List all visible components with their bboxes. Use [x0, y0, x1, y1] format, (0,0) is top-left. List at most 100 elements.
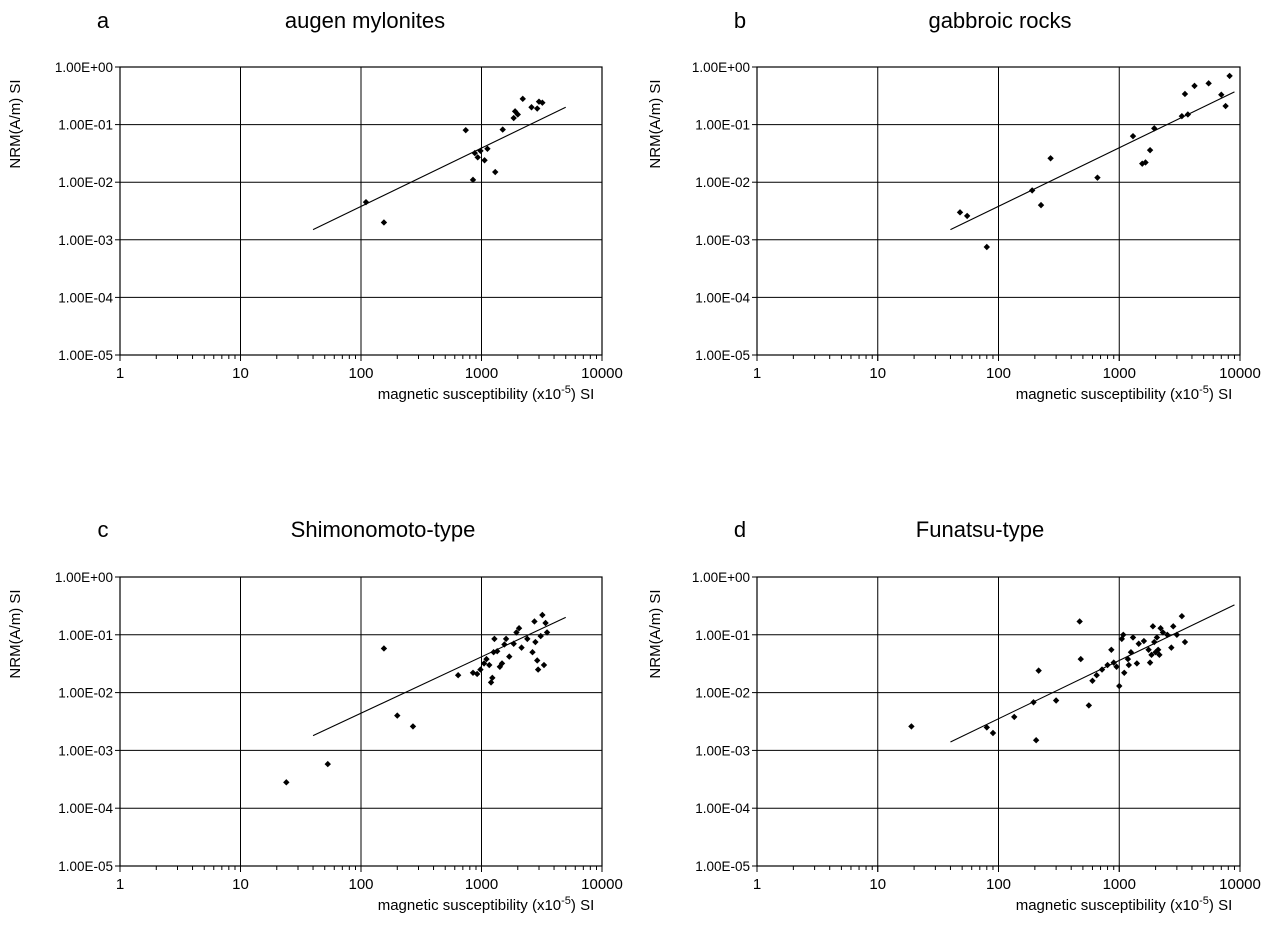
data-point [1140, 637, 1148, 645]
data-point [1191, 82, 1198, 90]
data-point [1148, 651, 1155, 659]
data-point [481, 157, 488, 164]
data-point [1156, 651, 1163, 659]
data-point [324, 760, 331, 768]
x-axis-label-suffix: ) SI [571, 897, 594, 914]
y-tick-label: 1.00E-05 [695, 348, 750, 363]
x-tick-label: 100 [986, 876, 1011, 893]
x-tick-label: 10 [869, 876, 886, 893]
data-point [1089, 677, 1096, 685]
data-point [511, 108, 519, 115]
data-point [531, 618, 538, 625]
data-point [983, 724, 990, 731]
data-point [513, 629, 520, 636]
data-points [362, 95, 546, 226]
x-tick-label: 100 [348, 876, 373, 893]
data-point [534, 657, 541, 664]
data-point [528, 104, 535, 111]
x-axis-label-exponent: -5 [561, 895, 571, 907]
data-point [1113, 663, 1120, 670]
data-point [908, 723, 915, 730]
data-point [529, 648, 536, 656]
data-point [480, 660, 488, 667]
data-point [1052, 697, 1060, 704]
data-point [963, 212, 971, 220]
panel-letter: a [97, 8, 110, 33]
data-point [1205, 80, 1212, 87]
data-point [1028, 187, 1036, 194]
chart-panel-c: c Shimonomoto-type 1 10 100 1000 10000 1.00E-05… [7, 517, 623, 914]
data-point [491, 635, 498, 643]
x-axis-label: magnetic susceptibility (x10-5) SI [378, 895, 595, 914]
data-point [1121, 669, 1128, 677]
data-points [283, 611, 551, 786]
gridlines [119, 576, 603, 867]
x-tick-label: 10 [232, 365, 249, 382]
data-point [1151, 125, 1158, 132]
gridlines [756, 66, 1241, 356]
data-point [473, 670, 481, 678]
data-point [483, 655, 490, 663]
y-tick-label: 1.00E-05 [58, 859, 113, 874]
panel-letter: b [734, 8, 746, 33]
x-axis-label-text: magnetic susceptibility (x10 [378, 386, 561, 403]
data-point [1094, 174, 1101, 181]
x-tick-label: 100 [986, 365, 1011, 382]
data-point [537, 632, 544, 640]
data-point [532, 638, 539, 646]
x-tick-label: 1000 [465, 876, 498, 893]
data-point [1129, 634, 1137, 641]
data-point [510, 640, 517, 647]
y-tick-label: 1.00E-02 [695, 686, 750, 701]
x-tick-label: 100 [348, 365, 373, 382]
data-point [1093, 672, 1100, 679]
data-point [1077, 655, 1084, 663]
data-point [1120, 631, 1127, 638]
y-tick-label: 1.00E-05 [695, 859, 750, 874]
data-point [1146, 146, 1154, 154]
chart-title: gabbroic rocks [928, 8, 1071, 33]
data-point [1129, 132, 1137, 140]
data-point [1145, 646, 1152, 654]
y-tick-label: 1.00E-04 [58, 290, 113, 305]
y-axis-label: NRM(A/m) SI [647, 589, 664, 678]
y-axis-label: NRM(A/m) SI [7, 79, 24, 168]
x-tick-label: 1 [753, 876, 761, 893]
data-point [1124, 655, 1132, 663]
y-tick-label: 1.00E-04 [695, 290, 750, 305]
data-point [1226, 72, 1233, 80]
data-point [380, 219, 388, 226]
panel-letter: c [98, 517, 109, 542]
data-point [956, 209, 964, 216]
data-point [1181, 90, 1189, 98]
data-point [534, 666, 542, 673]
data-point [394, 712, 401, 719]
x-axis-label-suffix: ) SI [1209, 386, 1232, 403]
data-point [1154, 646, 1162, 654]
data-point [462, 126, 469, 134]
x-axis-label: magnetic susceptibility (x10-5) SI [1016, 895, 1233, 914]
data-point [362, 198, 370, 206]
data-point [1110, 659, 1117, 666]
y-tick-label: 1.00E+00 [55, 570, 113, 585]
x-tick-label: 1000 [1103, 365, 1136, 382]
y-tick-label: 1.00E-03 [695, 233, 750, 248]
data-point [498, 660, 506, 667]
x-axis-label-exponent: -5 [1199, 384, 1209, 396]
y-tick-label: 1.00E+00 [55, 60, 113, 75]
data-point [539, 611, 546, 619]
data-point [539, 99, 546, 106]
data-point [1170, 623, 1177, 630]
data-point [515, 625, 523, 632]
data-point [1181, 638, 1189, 646]
data-point [502, 635, 510, 643]
data-point [1085, 702, 1093, 709]
data-point [1116, 682, 1123, 690]
data-point [1139, 160, 1146, 167]
chart-title: Funatsu-type [916, 517, 1044, 542]
data-point [989, 729, 997, 737]
data-point [514, 111, 521, 118]
x-minor-ticks [119, 866, 603, 872]
data-point [540, 661, 548, 669]
